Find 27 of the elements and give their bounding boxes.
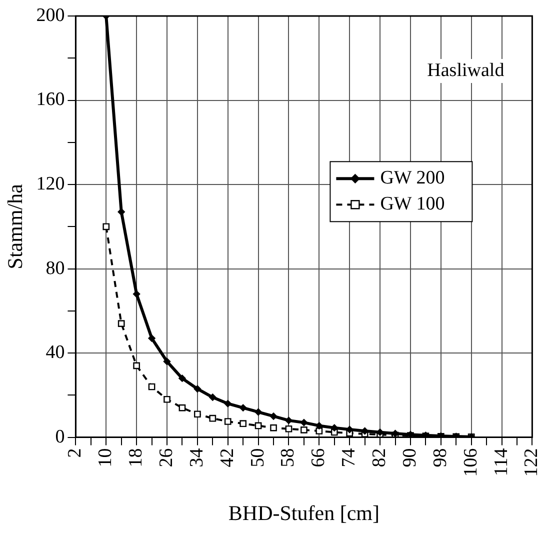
y-tick-label: 80	[46, 258, 65, 279]
x-tick-label: 114	[490, 448, 512, 476]
y-tick-label: 40	[46, 342, 65, 364]
legend-label: GW 100	[380, 194, 445, 215]
x-tick-label: 50	[247, 448, 268, 468]
y-tick-label: 120	[36, 174, 65, 195]
y-tick-label: 160	[36, 89, 65, 110]
annotation: Hasliwald	[427, 60, 505, 81]
x-tick-label: 42	[216, 448, 238, 468]
y-tick-label: 200	[36, 4, 65, 26]
x-tick-label: 34	[186, 448, 208, 468]
x-tick-label: 2	[64, 448, 86, 458]
x-tick-label: 74	[338, 448, 360, 468]
x-tick-label: 58	[278, 448, 299, 468]
x-tick-label: 66	[308, 448, 330, 468]
legend-label: GW 200	[380, 168, 445, 189]
x-tick-label: 10	[95, 448, 116, 468]
x-tick-label: 82	[369, 448, 390, 468]
y-tick-label: 0	[55, 426, 65, 448]
x-axis-title: BHD-Stufen [cm]	[228, 500, 380, 525]
x-tick-label: 106	[460, 448, 482, 477]
x-tick-label: 122	[521, 448, 542, 477]
x-tick-label: 26	[156, 448, 177, 468]
x-tick-label: 90	[399, 448, 420, 468]
x-tick-label: 98	[430, 448, 451, 468]
x-tick-label: 18	[126, 448, 147, 468]
y-axis-title: Stamm/ha	[3, 183, 28, 270]
